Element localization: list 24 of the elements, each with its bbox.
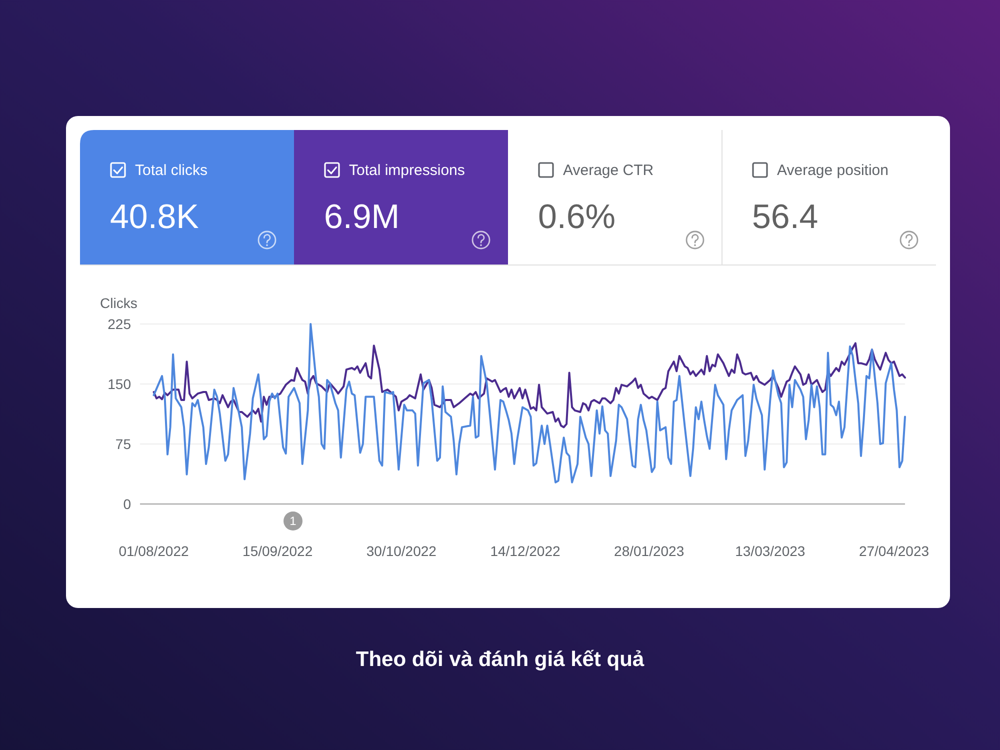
line-series	[152, 323, 906, 484]
x-tick-label: 27/04/2023	[858, 543, 930, 559]
text: 6.9M	[324, 198, 400, 236]
text: 1	[290, 514, 297, 528]
text: 56.4	[752, 198, 818, 236]
text: Total impressions	[349, 162, 465, 179]
x-tick-label: 13/03/2023	[735, 543, 806, 559]
x-tick-label: 14/12/2022	[490, 543, 560, 559]
x-tick-label: 30/10/2022	[366, 543, 437, 559]
text: Average CTR	[563, 162, 654, 179]
y-tick-label: 0	[123, 496, 132, 512]
text: 0.6%	[538, 198, 616, 236]
y-tick-label: 225	[108, 316, 132, 332]
x-tick-label: 01/08/2022	[118, 543, 189, 559]
y-tick-label: 75	[115, 436, 132, 452]
y-axis-title: Clicks	[100, 295, 138, 311]
text: Average position	[777, 162, 888, 179]
text: Theo dõi và đánh giá kết quả	[356, 648, 644, 671]
x-tick-label: 28/01/2023	[614, 543, 684, 559]
x-tick-label: 15/09/2022	[242, 543, 313, 559]
line-series	[152, 342, 906, 428]
y-tick-label: 150	[108, 376, 132, 392]
text: 40.8K	[110, 198, 200, 236]
text: Total clicks	[135, 162, 208, 179]
